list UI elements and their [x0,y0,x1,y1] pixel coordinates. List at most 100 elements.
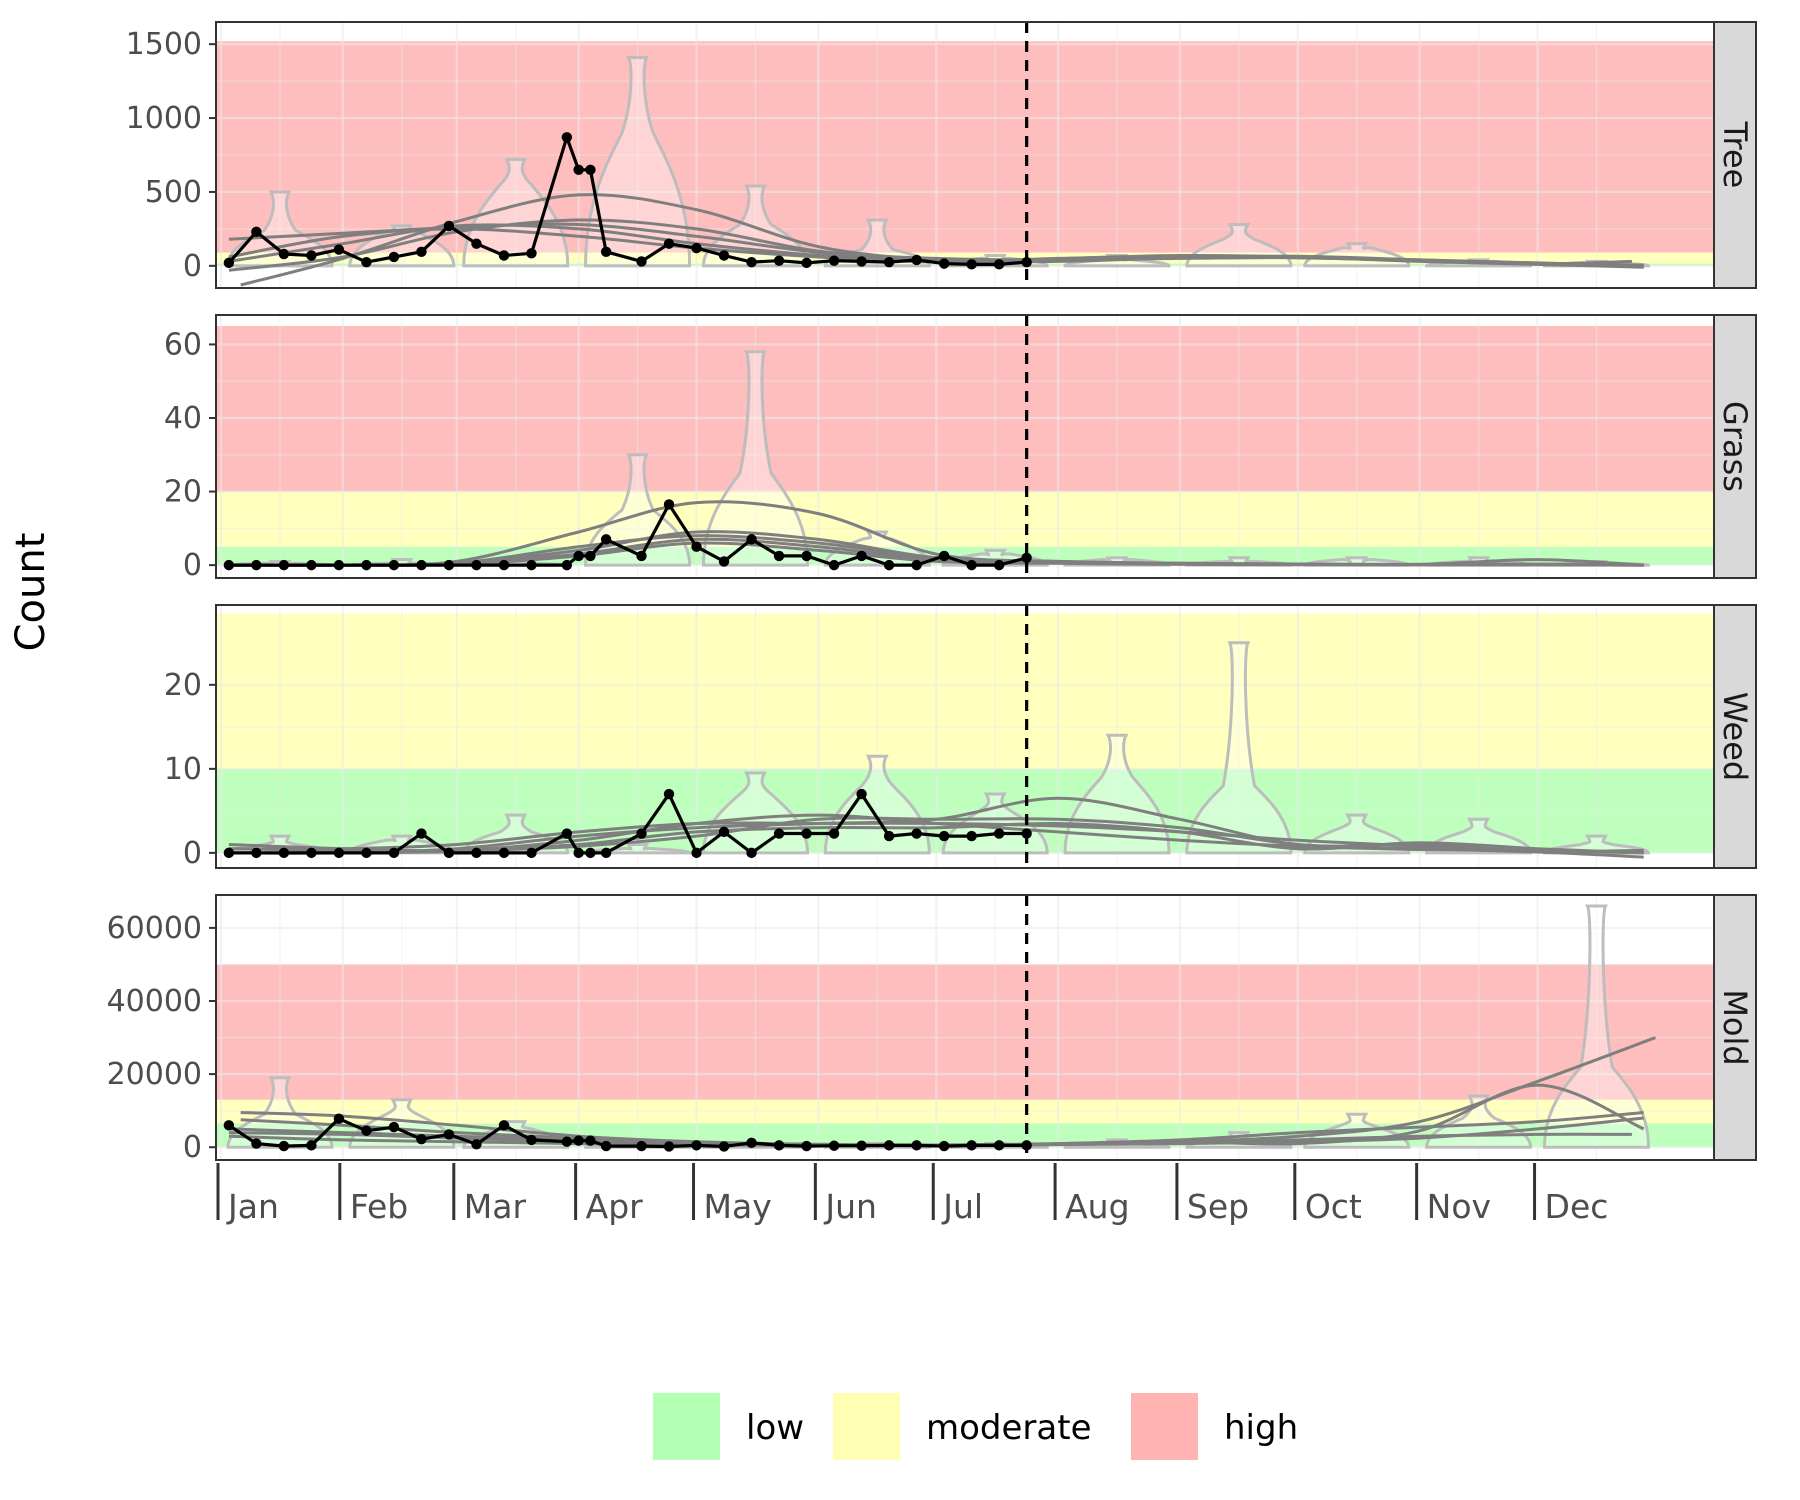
current-year-point [251,226,262,238]
risk-band-high [216,964,1714,1100]
current-year-point [691,1140,702,1151]
current-year-point [388,847,400,859]
y-tick-label: 20 [164,475,202,510]
current-year-point [636,828,647,839]
current-year-point [828,255,840,266]
facet-strip [1713,894,1757,1161]
panel-mold: 0 20000 40000 60000 Mold [107,894,1757,1165]
current-year-point [251,559,262,571]
violin-dec [1542,904,1651,1149]
current-year-point [966,1140,977,1151]
y-tick-label: 20000 [107,1057,202,1092]
month-label-mar: Mar [464,1187,527,1226]
current-year-point [251,847,262,859]
current-year-point [856,550,867,562]
current-year-point [526,847,537,859]
current-year-point [746,256,757,268]
current-year-point [828,559,840,571]
current-year-point [691,847,702,859]
y-tick-label: 60000 [107,911,202,946]
current-year-point [416,828,427,839]
current-year-point [443,847,455,859]
y-tick-label: 0 [183,249,202,284]
current-year-point [416,559,427,571]
current-year-point [993,559,1005,571]
risk-band-moderate [216,613,1714,769]
current-year-point [388,559,400,571]
current-year-point [691,541,702,552]
current-year-point [993,828,1005,839]
current-year-point [278,248,290,260]
current-year-point [498,559,510,571]
current-year-point [361,559,372,571]
current-year-point [773,550,785,562]
panel-grass: 0 20 40 60 Grass [164,314,1757,583]
risk-band-high [216,326,1714,492]
current-year-point [526,1134,537,1146]
month-label-oct: Oct [1305,1187,1362,1226]
current-year-point [573,847,584,859]
current-year-point [966,259,977,270]
current-year-point [1021,256,1032,268]
current-year-point [911,1140,922,1151]
current-year-point [938,258,950,269]
risk-band-moderate [216,491,1714,547]
current-year-point [526,248,537,259]
current-year-point [663,499,675,510]
current-year-point [471,1139,482,1150]
violin-may [701,350,809,567]
legend-label-low: low [746,1408,804,1448]
current-year-point [223,559,235,571]
current-year-point [306,847,317,859]
current-year-point [223,1120,235,1131]
y-tick-label: 40 [164,401,202,436]
legend-key-low [653,1393,720,1460]
panel-content [223,904,1657,1152]
current-year-point [585,847,596,859]
current-year-point [1021,552,1032,563]
current-year-point [471,847,482,859]
gridlines [216,605,1714,868]
gridlines [216,315,1714,578]
current-year-point [361,256,372,268]
current-year-point [773,828,785,839]
current-year-point [911,559,922,571]
current-year-point [911,828,922,839]
month-label-sep: Sep [1187,1187,1249,1226]
current-year-point [773,1140,785,1151]
current-year-point [746,847,757,859]
facet-strip-label-mold: Mold [1716,989,1754,1065]
legend-key-moderate [833,1393,900,1460]
current-year-point [938,830,950,842]
month-label-feb: Feb [350,1187,408,1226]
current-year-point [801,1140,812,1152]
current-year-point [333,244,345,255]
current-year-point [856,1140,867,1151]
current-year-point [278,559,290,571]
month-label-jun: Jun [823,1187,877,1226]
current-year-point [306,1140,317,1151]
risk-band-moderate [216,1099,1714,1124]
y-tick-label: 10 [164,752,202,787]
current-year-point [333,559,345,571]
legend-label-high: high [1224,1408,1298,1448]
current-year-point [585,550,596,562]
current-year-point [938,550,950,562]
current-year-point [993,1140,1005,1151]
facet-strip [1713,604,1757,869]
y-tick-label: 500 [145,175,202,210]
facet-strip-label-tree: Tree [1716,121,1754,189]
facet-strip [1713,314,1757,579]
current-year-point [856,256,867,267]
current-year-point [801,550,812,562]
legend-key-high [1131,1393,1198,1460]
current-year-point [361,847,372,859]
panel-tree: 0 500 1000 1500 Tree [126,21,1757,289]
current-year-point [306,559,317,571]
current-year-point [718,826,730,838]
current-year-point [938,1140,950,1152]
current-year-point [361,1125,372,1136]
month-label-apr: Apr [586,1187,644,1226]
current-year-point [561,559,573,571]
